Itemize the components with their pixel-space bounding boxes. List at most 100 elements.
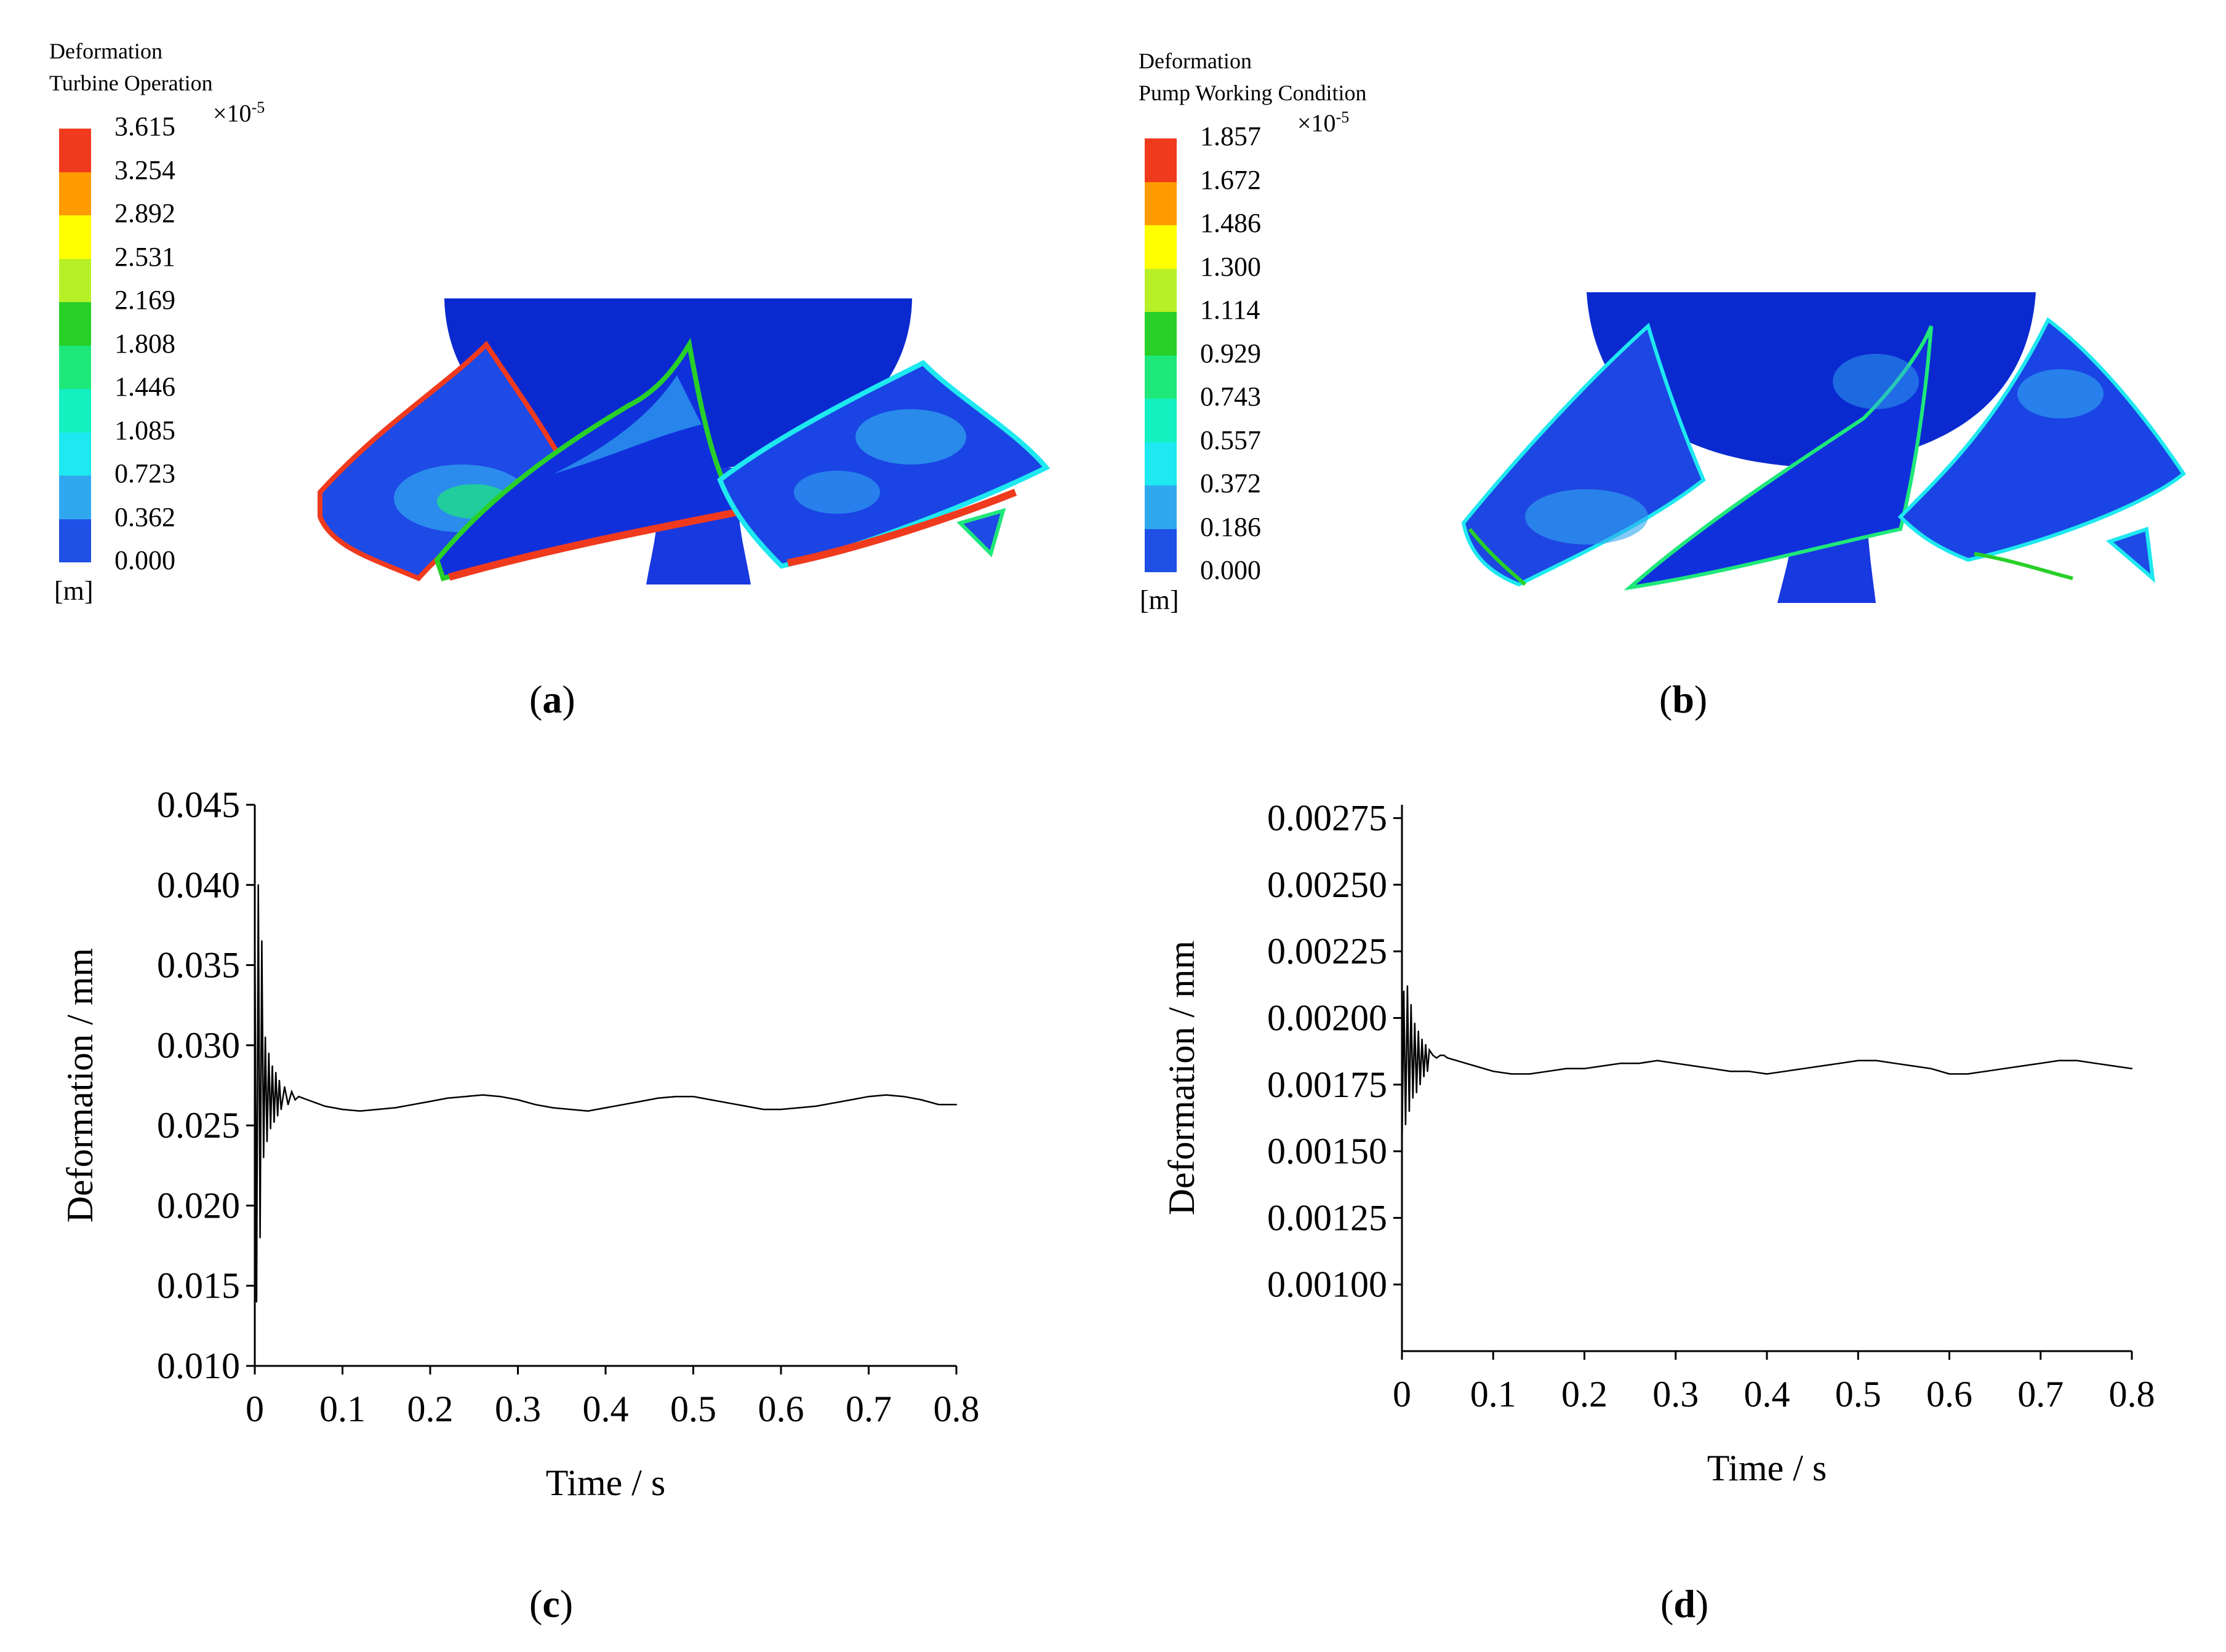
data-point xyxy=(255,1301,258,1303)
data-point xyxy=(604,1107,607,1109)
caption-a: (a) xyxy=(529,677,575,721)
data-point xyxy=(1638,1063,1640,1064)
x-tick-label: 0.5 xyxy=(670,1389,716,1429)
caption-c: (c) xyxy=(529,1582,574,1626)
data-point xyxy=(1425,1043,1427,1046)
data-point xyxy=(1675,1063,1676,1064)
data-point xyxy=(287,1104,289,1106)
data-point xyxy=(868,1096,870,1098)
x-axis-label: Time / s xyxy=(546,1462,666,1503)
data-point xyxy=(266,1141,268,1143)
x-tick-label: 0.6 xyxy=(1926,1374,1972,1415)
y-tick-label: 0.030 xyxy=(157,1025,240,1066)
legend-value: 0.186 xyxy=(1200,511,1261,542)
data-point xyxy=(1443,1055,1445,1056)
data-point xyxy=(1455,1059,1458,1061)
data-point xyxy=(268,1052,270,1055)
data-point xyxy=(1930,1067,1932,1069)
legend-swatch xyxy=(1145,399,1177,442)
data-point xyxy=(517,1099,519,1101)
legend-value: 0.929 xyxy=(1200,338,1261,369)
data-point xyxy=(1439,1055,1441,1056)
series-line xyxy=(254,885,956,1302)
y-tick-label: 0.00150 xyxy=(1267,1131,1387,1171)
color-legend-a: 3.615 3.254 2.892 2.531 2.169 1.808 1.446 1.085… xyxy=(59,111,231,575)
data-point xyxy=(1510,1073,1513,1075)
data-point xyxy=(1820,1065,1823,1067)
x-tick-label: 0.1 xyxy=(1470,1374,1516,1415)
data-point xyxy=(1419,1083,1421,1085)
data-point xyxy=(1766,1073,1768,1075)
legend-value: 0.000 xyxy=(1200,555,1261,585)
data-point xyxy=(657,1097,659,1099)
data-point xyxy=(675,1096,677,1098)
data-point xyxy=(1428,1049,1430,1051)
data-point xyxy=(1583,1067,1585,1069)
data-point xyxy=(2076,1059,2078,1061)
x-tick-label: 0.2 xyxy=(1561,1374,1607,1415)
data-point xyxy=(622,1104,624,1106)
x-tick-label: 0.8 xyxy=(934,1389,980,1429)
data-point xyxy=(482,1094,484,1096)
data-point xyxy=(1406,985,1409,987)
data-point xyxy=(710,1099,712,1101)
data-point xyxy=(885,1094,887,1096)
impeller-render-b xyxy=(1461,292,2186,603)
data-point xyxy=(1656,1059,1659,1061)
chart-d: 0.00100 0.00125 0.00150 0.00175 0.00200 0.002… xyxy=(1161,798,2155,1488)
data-point xyxy=(254,916,256,918)
legend-swatch xyxy=(59,519,91,563)
legend-value: 1.085 xyxy=(114,415,175,445)
legend-swatch xyxy=(1145,485,1177,529)
legend-swatch xyxy=(59,389,91,433)
legend-swatch xyxy=(1145,442,1177,486)
unit-b: [m] xyxy=(1140,585,1179,615)
data-point xyxy=(955,1104,958,1106)
data-point xyxy=(412,1104,414,1106)
data-point xyxy=(1601,1065,1604,1067)
data-point xyxy=(1436,1057,1438,1059)
data-point xyxy=(1729,1071,1731,1072)
legend-swatch xyxy=(59,302,91,346)
data-point xyxy=(1446,1057,1449,1059)
x-tick-label: 0.6 xyxy=(758,1389,804,1429)
data-point xyxy=(1948,1073,1950,1075)
legend-value: 1.672 xyxy=(1200,164,1261,195)
data-point xyxy=(2058,1059,2060,1061)
data-point xyxy=(1748,1071,1750,1072)
data-point xyxy=(1423,1075,1425,1077)
data-point xyxy=(938,1104,940,1106)
y-tick-label: 0.00100 xyxy=(1267,1264,1387,1305)
color-legend-b: 1.857 1.672 1.486 1.300 1.114 0.929 0.743 0.557… xyxy=(1145,121,1317,585)
data-point xyxy=(2040,1063,2041,1064)
multiplier-a: ×10-5 xyxy=(213,98,265,127)
blade-right-a xyxy=(717,360,1051,569)
x-tick-label: 0 xyxy=(246,1389,264,1429)
data-point xyxy=(270,1128,271,1130)
x-tick-label: 0.1 xyxy=(319,1389,366,1429)
data-point xyxy=(1421,1039,1423,1040)
x-tick-label: 0.3 xyxy=(1652,1374,1699,1415)
data-point xyxy=(833,1102,835,1104)
x-tick-label: 0.5 xyxy=(1835,1374,1881,1415)
legend-swatch xyxy=(59,172,91,216)
data-point xyxy=(920,1099,923,1101)
legend-value: 2.169 xyxy=(114,285,175,315)
y-tick-label: 0.015 xyxy=(157,1266,240,1306)
data-point xyxy=(273,1121,275,1123)
data-point xyxy=(1985,1071,1987,1072)
x-tick-label: 0.7 xyxy=(2017,1374,2064,1415)
legend-title-b-2: Pump Working Condition xyxy=(1139,81,1367,105)
legend-value: 2.531 xyxy=(114,241,175,272)
data-point xyxy=(1401,1150,1403,1152)
data-point xyxy=(1784,1071,1786,1072)
y-axis-label: Deformation / mm xyxy=(1161,941,1202,1216)
legend-swatch xyxy=(59,432,91,476)
data-point xyxy=(1415,1091,1417,1093)
legend-swatch xyxy=(59,476,91,519)
x-tick-label: 0.4 xyxy=(583,1389,629,1429)
data-point xyxy=(1912,1065,1914,1067)
data-point xyxy=(534,1104,537,1106)
data-point xyxy=(1412,1097,1414,1099)
caption-b: (b) xyxy=(1659,677,1708,721)
